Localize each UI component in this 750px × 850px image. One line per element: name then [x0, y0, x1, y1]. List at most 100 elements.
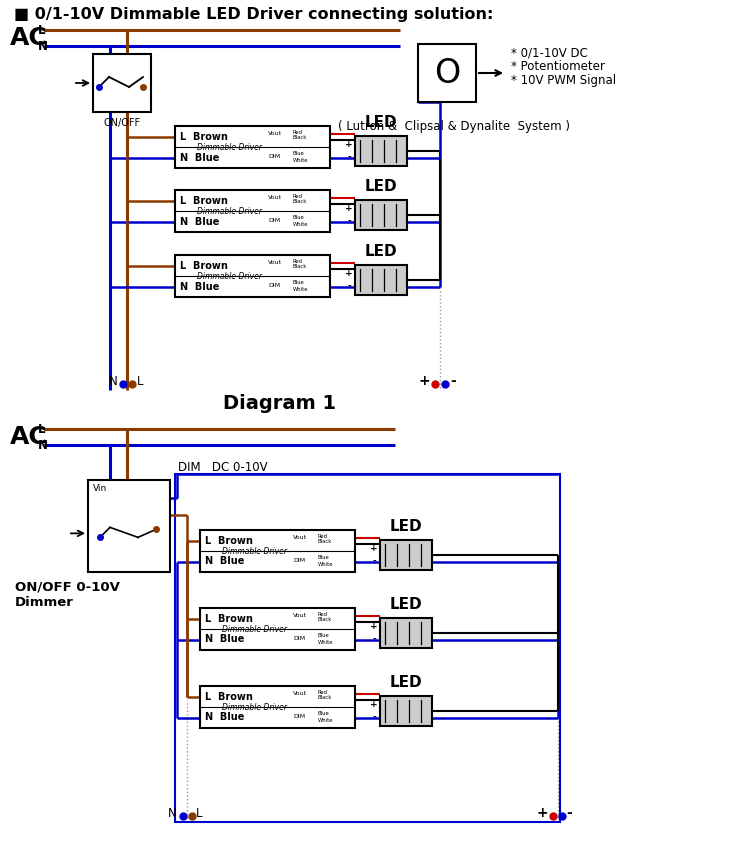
Text: Blue: Blue: [318, 711, 329, 717]
Bar: [380, 618, 432, 648]
Text: Black: Black: [292, 135, 308, 140]
Text: ON/OFF 0-10V: ON/OFF 0-10V: [15, 580, 120, 593]
Text: ON/OFF: ON/OFF: [104, 118, 140, 128]
Text: * 0/1-10V DC: * 0/1-10V DC: [511, 46, 588, 59]
Text: LED: LED: [364, 179, 398, 194]
Text: Dimmable Driver: Dimmable Driver: [222, 547, 286, 556]
Text: L  Brown: L Brown: [205, 692, 253, 701]
Text: -: -: [372, 635, 376, 644]
Text: N  Blue: N Blue: [205, 712, 245, 722]
Text: White: White: [292, 287, 308, 292]
Text: -: -: [450, 374, 456, 388]
Text: LED: LED: [390, 597, 422, 612]
Text: Vout: Vout: [293, 613, 308, 618]
Text: +: +: [536, 806, 548, 820]
Text: LED: LED: [364, 244, 398, 259]
Text: Black: Black: [318, 617, 332, 622]
Text: L  Brown: L Brown: [205, 614, 253, 624]
Text: Dimmable Driver: Dimmable Driver: [196, 271, 262, 280]
Text: L  Brown: L Brown: [180, 260, 228, 270]
Text: N  Blue: N Blue: [180, 152, 219, 162]
Text: DIM: DIM: [293, 714, 305, 719]
Text: Black: Black: [292, 264, 308, 269]
Text: Black: Black: [292, 199, 308, 204]
Text: +: +: [370, 622, 378, 631]
Text: L: L: [196, 807, 202, 820]
Text: ( Lutron &  Clipsal & Dynalite  System ): ( Lutron & Clipsal & Dynalite System ): [338, 120, 570, 133]
Text: Red: Red: [292, 130, 303, 135]
Text: -: -: [347, 153, 351, 162]
Text: DIM: DIM: [293, 636, 305, 641]
Text: * 10V PWM Signal: * 10V PWM Signal: [511, 74, 616, 87]
Text: N  Blue: N Blue: [180, 217, 219, 226]
Text: L  Brown: L Brown: [180, 196, 228, 206]
Text: Blue: Blue: [292, 215, 304, 220]
Text: -: -: [347, 282, 351, 291]
Bar: [175, 474, 560, 822]
Text: * Potentiometer: * Potentiometer: [511, 60, 604, 73]
Bar: [93, 54, 151, 112]
Text: L: L: [137, 375, 143, 388]
Text: Red: Red: [292, 258, 303, 264]
Text: -: -: [347, 217, 351, 226]
Text: O: O: [433, 56, 460, 89]
Text: L  Brown: L Brown: [180, 132, 228, 141]
Text: Vout: Vout: [293, 535, 308, 540]
Text: Dimmable Driver: Dimmable Driver: [222, 625, 286, 633]
Text: DIM: DIM: [268, 218, 280, 223]
Bar: [200, 608, 355, 650]
Text: LED: LED: [390, 675, 422, 690]
Bar: [355, 265, 407, 295]
Text: +: +: [345, 204, 352, 212]
Text: Vout: Vout: [268, 260, 282, 265]
Text: N  Blue: N Blue: [180, 281, 219, 292]
Text: LED: LED: [364, 115, 398, 130]
Bar: [175, 126, 330, 168]
Bar: [355, 200, 407, 230]
Text: AC: AC: [10, 26, 48, 50]
Text: N  Blue: N Blue: [205, 634, 245, 644]
Text: N: N: [110, 375, 118, 388]
Text: Vout: Vout: [268, 131, 282, 136]
Text: -: -: [372, 557, 376, 566]
Text: White: White: [318, 640, 333, 645]
Text: Vin: Vin: [93, 484, 107, 493]
Text: DIM: DIM: [293, 558, 305, 563]
Text: Blue: Blue: [292, 280, 304, 286]
Text: AC: AC: [10, 425, 48, 449]
Text: N  Blue: N Blue: [205, 557, 245, 566]
Bar: [355, 136, 407, 166]
Text: +: +: [419, 374, 430, 388]
Text: Dimmable Driver: Dimmable Driver: [222, 702, 286, 711]
Text: N: N: [168, 807, 177, 820]
Text: ■ 0/1-10V Dimmable LED Driver connecting solution:: ■ 0/1-10V Dimmable LED Driver connecting…: [14, 7, 494, 22]
Text: Red: Red: [318, 690, 328, 694]
Text: L  Brown: L Brown: [205, 536, 253, 546]
Text: N: N: [38, 439, 48, 451]
Text: -: -: [566, 806, 572, 820]
Bar: [418, 44, 476, 102]
Text: DIM: DIM: [268, 154, 280, 159]
Text: +: +: [345, 269, 352, 278]
Text: White: White: [318, 718, 333, 723]
Text: N: N: [38, 39, 48, 53]
Text: Blue: Blue: [318, 555, 329, 560]
Bar: [200, 530, 355, 572]
Text: Dimmable Driver: Dimmable Driver: [196, 207, 262, 216]
Text: LED: LED: [390, 519, 422, 534]
Text: Black: Black: [318, 695, 332, 700]
Text: +: +: [345, 140, 352, 149]
Text: Vout: Vout: [293, 691, 308, 696]
Text: +: +: [370, 700, 378, 709]
Bar: [175, 190, 330, 232]
Text: Red: Red: [318, 534, 328, 539]
Text: Blue: Blue: [292, 151, 304, 156]
Text: Dimmable Driver: Dimmable Driver: [196, 143, 262, 151]
Text: DIM   DC 0-10V: DIM DC 0-10V: [178, 461, 268, 474]
Text: Dimmer: Dimmer: [15, 596, 74, 609]
Text: White: White: [292, 158, 308, 163]
Text: Diagram 1: Diagram 1: [224, 394, 337, 413]
Bar: [175, 255, 330, 297]
Text: White: White: [292, 222, 308, 227]
Text: L: L: [38, 24, 46, 37]
